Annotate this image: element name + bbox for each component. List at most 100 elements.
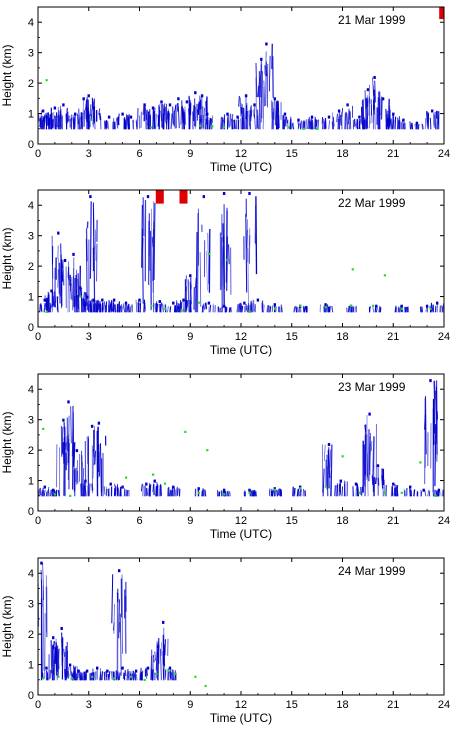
echo-mark: [162, 666, 177, 681]
aerosol-point: [351, 268, 354, 271]
x-tick-label: 0: [35, 148, 41, 160]
x-axis-title: Time (UTC): [210, 160, 272, 174]
echo-mark: [371, 464, 386, 497]
y-axis-title: Height (km): [0, 595, 14, 657]
echo-mark: [115, 112, 131, 130]
x-tick-label: 21: [387, 148, 399, 160]
aerosol-point: [53, 493, 57, 496]
x-tick-label: 9: [187, 515, 193, 527]
aerosol-point: [419, 461, 422, 464]
aerosol-point: [199, 124, 202, 127]
x-tick-label: 21: [387, 515, 399, 527]
echo-mark: [188, 91, 202, 130]
x-tick-label: 6: [136, 699, 142, 711]
echo-mark: [238, 94, 252, 130]
x-tick-label: 3: [86, 699, 92, 711]
y-tick-label: 4: [28, 200, 34, 212]
cloud-top-block: [439, 7, 444, 20]
x-tick-label: 15: [286, 331, 298, 343]
echo-mark: [123, 115, 138, 130]
series-1: [39, 192, 444, 313]
echo-mark: [60, 259, 73, 313]
x-tick-label: 9: [187, 699, 193, 711]
echo-mark: [362, 412, 377, 497]
x-tick-label: 3: [86, 148, 92, 160]
x-axis-title: Time (UTC): [210, 711, 272, 725]
echo-mark: [145, 106, 161, 130]
echo-mark: [334, 479, 349, 497]
y-tick-label: 3: [28, 415, 34, 427]
echo-mark: [51, 231, 65, 307]
x-tick-label: 24: [438, 148, 450, 160]
x-tick-label: 12: [235, 331, 247, 343]
y-tick-label: 1: [28, 476, 34, 488]
series-1: [38, 379, 444, 497]
echo-mark: [114, 485, 130, 497]
plot-area: [38, 7, 444, 130]
echo-mark: [386, 112, 401, 130]
aerosol-point: [79, 295, 82, 298]
series-1: [38, 42, 440, 130]
aerosol-point: [324, 306, 327, 309]
x-tick-label: 21: [387, 699, 399, 711]
echo-mark: [385, 482, 399, 497]
aerosol-point: [358, 491, 361, 494]
aerosol-point: [316, 127, 319, 130]
echo-mark: [47, 106, 62, 130]
echo-mark: [38, 561, 48, 681]
echo-mark: [153, 300, 167, 313]
x-tick-label: 18: [336, 515, 348, 527]
aerosol-point: [248, 310, 251, 313]
echo-mark: [250, 298, 265, 313]
aerosol-point: [197, 301, 200, 304]
aerosol-point: [341, 455, 344, 458]
y-tick-label: 3: [28, 48, 34, 60]
plot-area: [39, 190, 444, 313]
series-1: [38, 561, 177, 681]
echo-mark: [167, 485, 181, 497]
echo-mark: [86, 106, 102, 130]
aerosol-point: [45, 79, 48, 82]
echo-mark: [96, 298, 111, 313]
series-3: [439, 7, 444, 20]
plot-area: [38, 561, 207, 688]
echo-mark: [266, 303, 283, 313]
x-tick-label: 24: [438, 331, 450, 343]
aerosol-point: [57, 675, 60, 678]
aerosol-point: [150, 126, 153, 129]
aerosol-point: [287, 126, 290, 129]
y-tick-label: 4: [28, 384, 34, 396]
y-tick-label: 2: [28, 445, 34, 457]
aerosol-point: [204, 684, 207, 688]
aerosol-point: [167, 669, 170, 672]
echo-mark: [156, 620, 169, 681]
aerosol-point: [197, 491, 200, 494]
echo-mark: [270, 97, 282, 130]
plot-frame: [37, 557, 445, 696]
y-tick-label: 3: [28, 599, 34, 611]
aerosol-point: [69, 494, 72, 497]
echo-mark: [127, 669, 143, 681]
aerosol-point: [226, 259, 229, 262]
x-tick-label: 12: [235, 699, 247, 711]
aerosol-point: [273, 307, 276, 310]
echo-mark: [410, 121, 424, 130]
echo-mark: [119, 301, 134, 313]
echo-mark: [115, 666, 130, 681]
echo-mark: [38, 485, 53, 497]
echo-mark: [269, 487, 283, 497]
aerosol-point: [429, 307, 432, 310]
y-axis-title: Height (km): [0, 411, 14, 473]
aerosol-point: [400, 491, 403, 494]
aerosol-point: [155, 672, 158, 675]
x-tick-label: 6: [136, 148, 142, 160]
echo-mark: [248, 103, 260, 130]
series-2: [42, 427, 437, 497]
x-tick-label: 3: [86, 515, 92, 527]
panel-date-label: 22 Mar 1999: [338, 196, 406, 210]
panel-date-label: 24 Mar 1999: [338, 564, 406, 578]
echo-mark: [184, 274, 197, 313]
